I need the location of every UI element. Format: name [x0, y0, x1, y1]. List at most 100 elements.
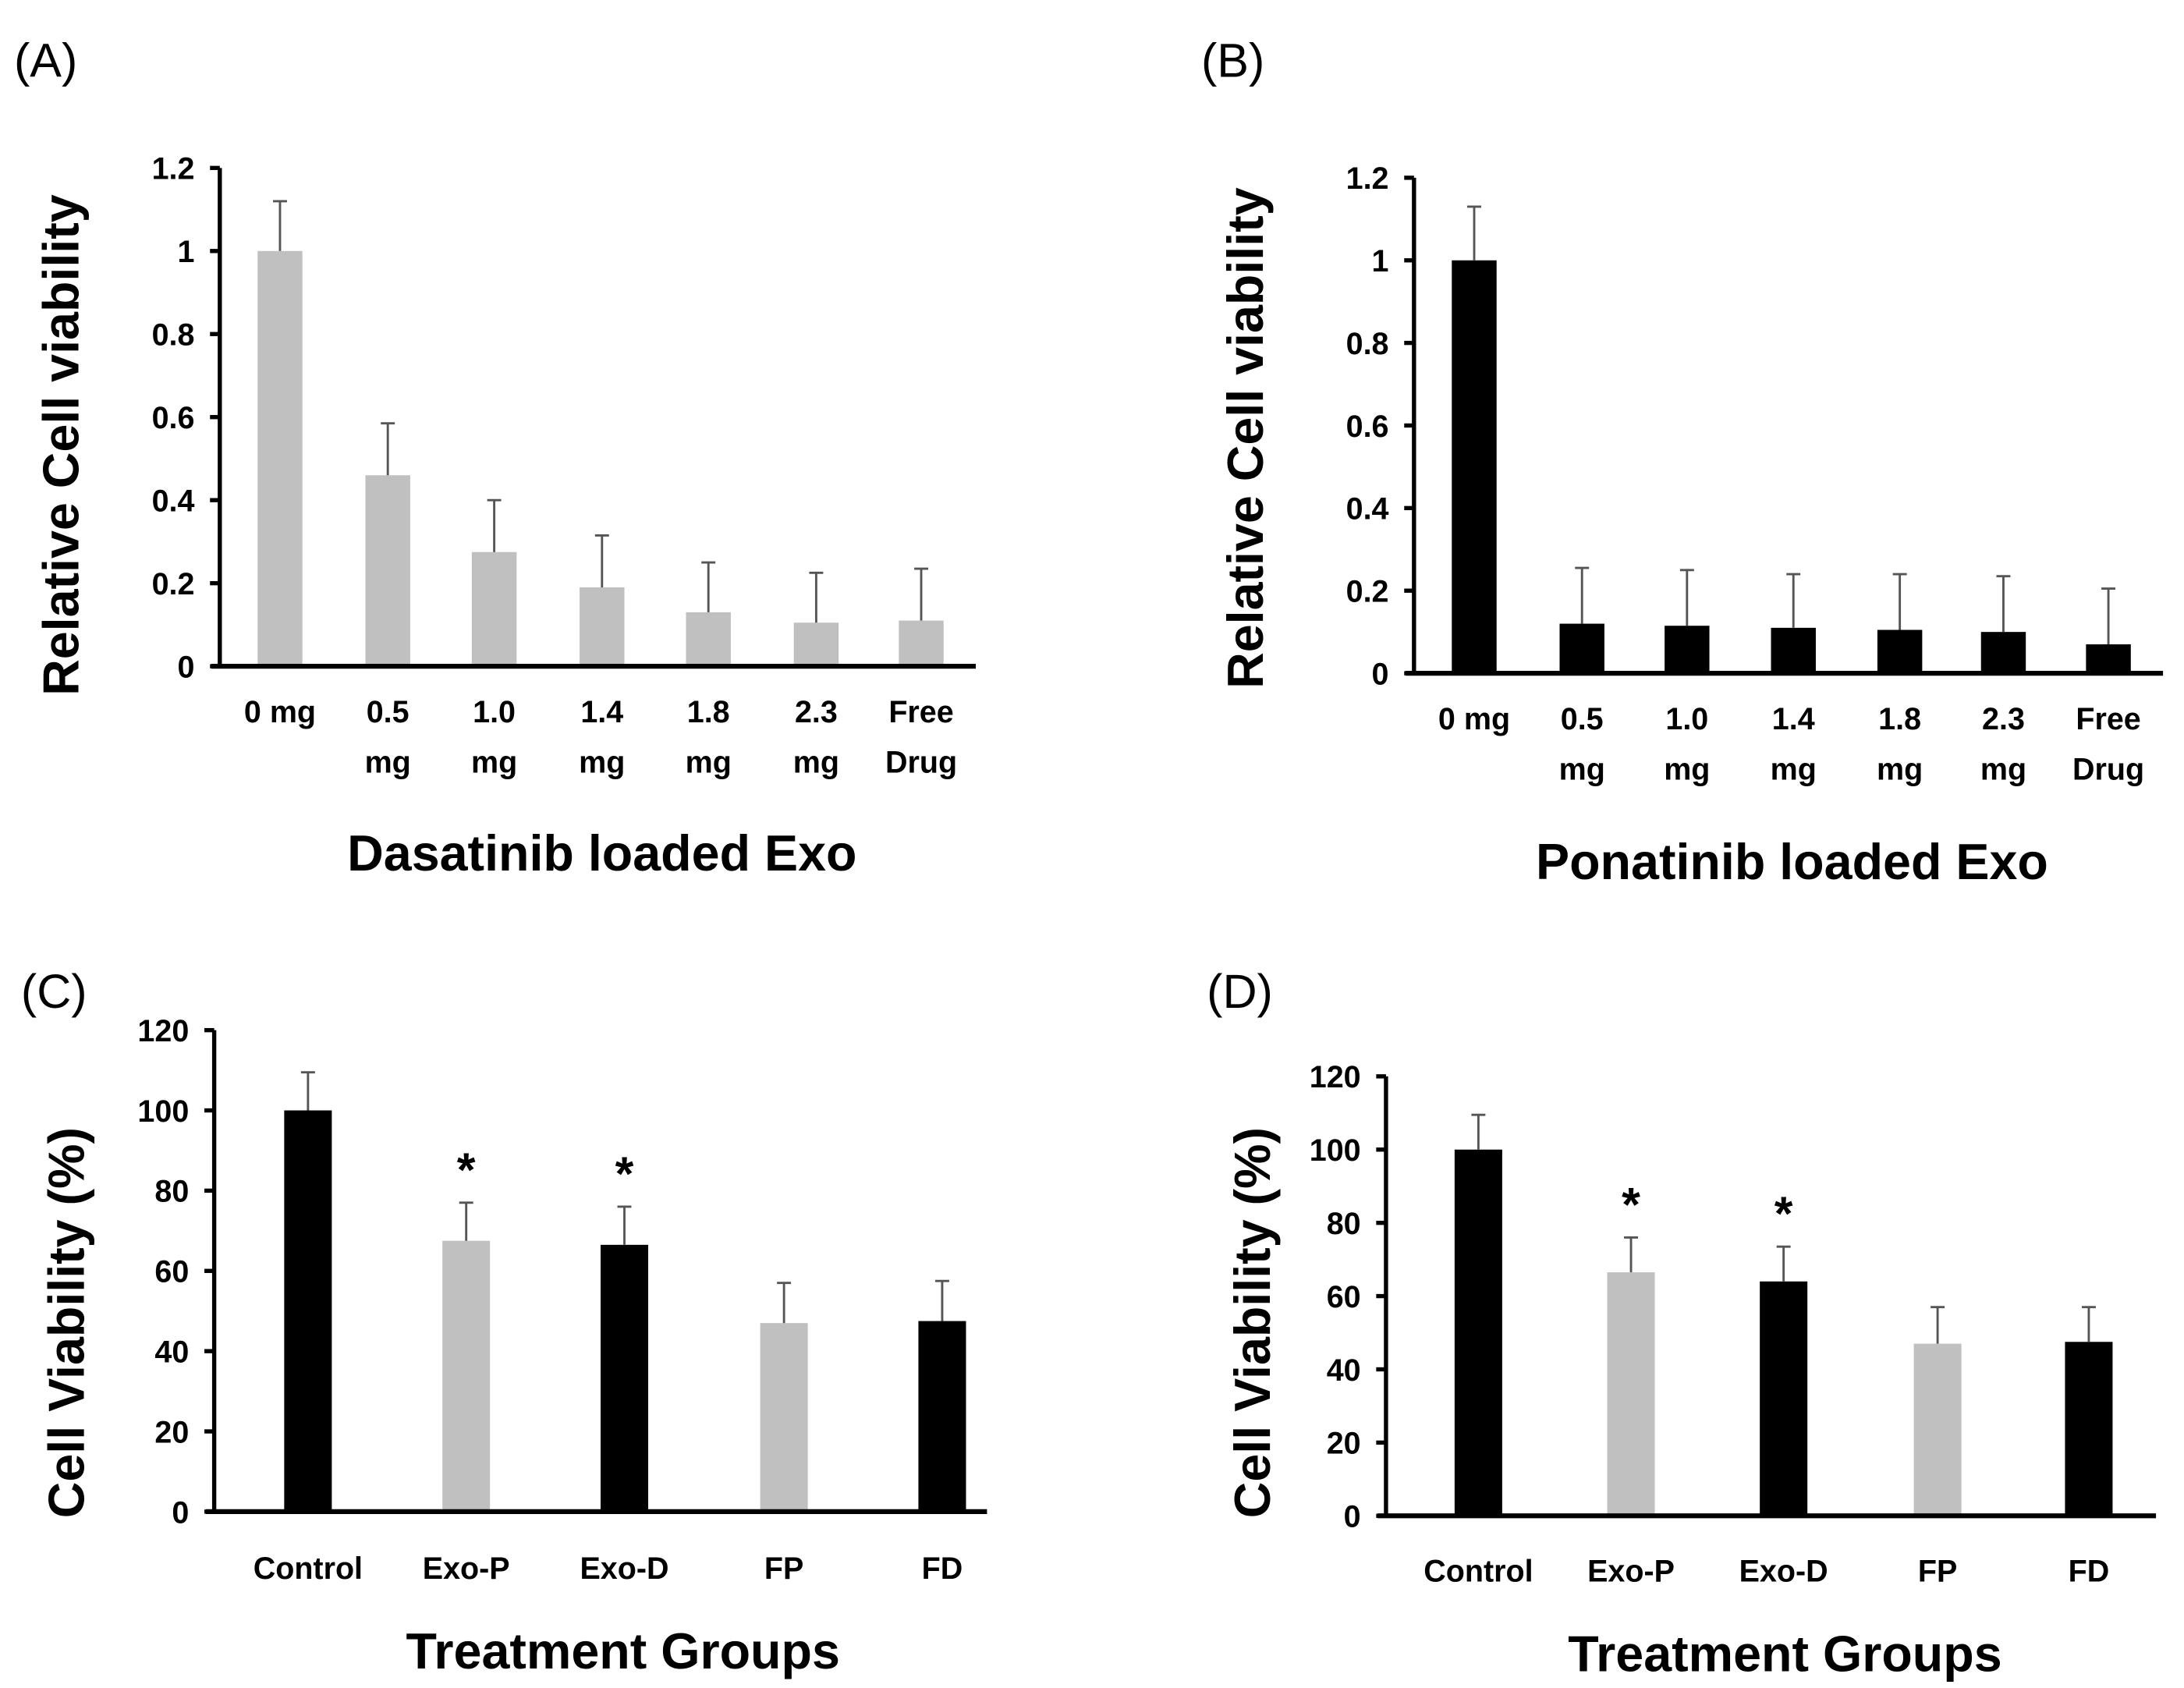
- bar: [1452, 260, 1497, 674]
- y-tick-label: 100: [1310, 1133, 1361, 1168]
- bar: [899, 620, 944, 667]
- bar: [1454, 1149, 1502, 1516]
- bar: [365, 475, 410, 667]
- x-tick-label: 1.0: [1665, 702, 1708, 736]
- y-tick-label: 1.2: [152, 152, 195, 186]
- x-tick-label: mg: [793, 745, 839, 779]
- x-axis-title: Treatment Groups: [1568, 1626, 2001, 1682]
- bar: [442, 1240, 491, 1512]
- y-tick-label: 0: [1344, 1500, 1361, 1534]
- x-tick-label: mg: [471, 745, 517, 779]
- bar: [1877, 629, 1923, 674]
- bar: [2086, 644, 2131, 674]
- y-tick-label: 0.2: [152, 567, 195, 601]
- x-axis-title: Treatment Groups: [406, 1623, 840, 1679]
- y-tick-label: 1.2: [1346, 161, 1389, 196]
- y-tick-label: 0.2: [1346, 575, 1389, 609]
- bar: [601, 1244, 649, 1512]
- x-tick-label: 1.8: [687, 695, 730, 729]
- x-tick-label: Exo-D: [1739, 1555, 1828, 1589]
- bar: [686, 612, 731, 667]
- x-tick-label: FD: [922, 1551, 963, 1586]
- bar: [1771, 627, 1816, 674]
- x-tick-label: Control: [1424, 1555, 1533, 1589]
- x-tick-label: FP: [1918, 1555, 1957, 1589]
- bar: [284, 1110, 332, 1512]
- y-axis-title: Cell Viability (%): [1225, 1127, 1281, 1518]
- chart-panel-c: (C) Control * Exo-P * Exo-D FP FD 0 20 40 60 80 100 12…: [21, 965, 987, 1679]
- bar: [580, 587, 625, 667]
- bar: [1913, 1343, 1962, 1516]
- y-tick-label: 100: [137, 1094, 189, 1129]
- y-tick-label: 0.8: [1346, 327, 1389, 361]
- bar: [1665, 626, 1710, 674]
- x-tick-label: Drug: [885, 745, 957, 779]
- y-tick-label: 0: [1372, 657, 1389, 691]
- y-tick-label: 0.6: [152, 401, 195, 435]
- x-tick-label: Free: [2076, 702, 2140, 736]
- panel-label: (D): [1207, 965, 1273, 1018]
- y-tick-label: 120: [137, 1014, 189, 1048]
- x-tick-label: Drug: [2072, 752, 2144, 786]
- chart-panel-b: (B) 0 mg 0.5 mg 1.0 mg 1.4 mg 1.8 mg 2.3 mg Free Drug…: [1201, 34, 2164, 890]
- y-tick-label: 20: [1327, 1427, 1361, 1461]
- x-tick-label: 1.4: [580, 695, 623, 729]
- x-tick-label: mg: [686, 745, 732, 779]
- x-tick-label: mg: [1877, 752, 1923, 786]
- x-tick-label: mg: [1771, 752, 1817, 786]
- x-tick-label: 2.3: [795, 695, 838, 729]
- y-tick-label: 0.6: [1346, 410, 1389, 444]
- x-tick-label: 0 mg: [1438, 702, 1510, 736]
- bar: [471, 551, 517, 667]
- x-tick-label: mg: [1559, 752, 1605, 786]
- x-tick-label: mg: [1980, 752, 2026, 786]
- x-tick-label: 2.3: [1982, 702, 2025, 736]
- y-tick-label: 120: [1310, 1060, 1361, 1094]
- x-tick-label: 1.8: [1878, 702, 1921, 736]
- panel-label: (C): [21, 965, 87, 1018]
- bar: [760, 1323, 808, 1512]
- x-tick-label: mg: [365, 745, 411, 779]
- bar: [1760, 1281, 1808, 1516]
- y-tick-label: 60: [1327, 1280, 1361, 1314]
- x-tick-label: Exo-P: [1587, 1555, 1675, 1589]
- y-tick-label: 0.4: [152, 484, 195, 519]
- y-axis-title: Relative Cell viability: [1218, 187, 1274, 689]
- x-tick-label: mg: [1664, 752, 1710, 786]
- significance-marker: *: [615, 1147, 634, 1200]
- y-tick-label: 1: [178, 235, 195, 269]
- x-tick-label: FP: [764, 1551, 803, 1586]
- bar: [1980, 632, 2026, 674]
- x-axis-title: Ponatinib loaded Exo: [1536, 834, 2048, 890]
- y-axis-title: Relative Cell viability: [34, 194, 90, 696]
- panel-label: (A): [14, 34, 77, 87]
- bar: [918, 1321, 966, 1512]
- x-tick-label: 0.5: [1561, 702, 1604, 736]
- significance-marker: *: [1622, 1178, 1640, 1231]
- x-tick-label: mg: [579, 745, 625, 779]
- chart-panel-a: (A) 0 mg 0.5 mg 1.0 mg 1.4 mg 1.8 mg 2.3 mg Free Drug…: [14, 34, 977, 881]
- y-tick-label: 0.4: [1346, 492, 1389, 527]
- panel-label: (B): [1201, 34, 1264, 87]
- y-tick-label: 1: [1372, 244, 1389, 278]
- y-tick-label: 60: [154, 1255, 189, 1289]
- y-tick-label: 0: [172, 1495, 189, 1530]
- chart-panel-d: (D) Control * Exo-P * Exo-D FP FD 0 20 40 60 80 100 12…: [1207, 965, 2157, 1682]
- bar: [793, 622, 839, 667]
- x-tick-label: 1.4: [1772, 702, 1815, 736]
- x-tick-label: 1.0: [473, 695, 516, 729]
- bar: [257, 250, 303, 667]
- y-tick-label: 0: [178, 650, 195, 684]
- x-axis-title: Dasatinib loaded Exo: [347, 825, 856, 881]
- y-tick-label: 40: [154, 1335, 189, 1370]
- significance-marker: *: [457, 1143, 476, 1196]
- y-tick-label: 40: [1327, 1353, 1361, 1388]
- y-tick-label: 80: [1327, 1207, 1361, 1241]
- bar: [2065, 1342, 2113, 1516]
- y-tick-label: 0.8: [152, 318, 195, 353]
- x-tick-label: Exo-D: [580, 1551, 668, 1586]
- x-tick-label: Free: [888, 695, 953, 729]
- y-tick-label: 20: [154, 1415, 189, 1449]
- x-tick-label: Exo-P: [423, 1551, 510, 1586]
